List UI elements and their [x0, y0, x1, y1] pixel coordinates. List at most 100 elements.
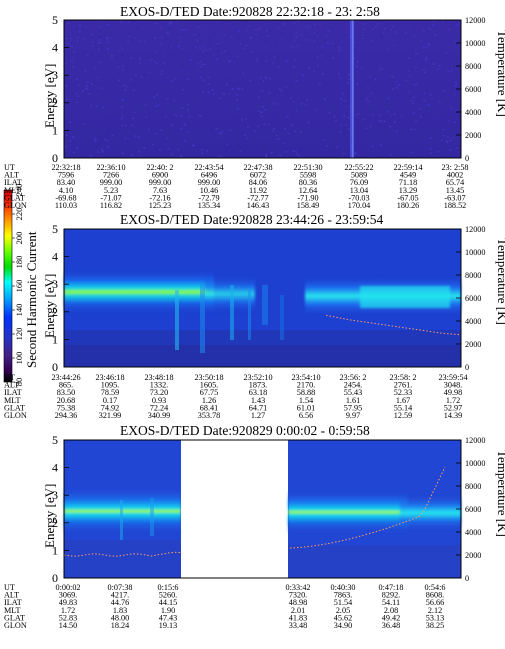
- orbit-row-label: ILAT: [4, 178, 22, 187]
- colorbar-label: Second Harmonic Current: [24, 231, 39, 368]
- orbit-value: 55.14: [394, 403, 412, 412]
- orbit-value: 1.72: [61, 606, 75, 615]
- noise-pixel: [374, 78, 377, 80]
- noise-pixel: [356, 68, 359, 70]
- noise-pixel: [255, 141, 258, 144]
- noise-pixel: [451, 137, 454, 139]
- noise-pixel: [155, 94, 158, 96]
- noise-pixel: [315, 109, 318, 111]
- noise-pixel: [198, 34, 201, 36]
- noise-pixel: [226, 143, 228, 145]
- noise-pixel: [186, 109, 189, 111]
- orbit-value: 1.26: [202, 396, 216, 405]
- noise-pixel: [415, 120, 417, 122]
- noise-pixel: [132, 89, 135, 91]
- noise-pixel: [280, 90, 283, 92]
- orbit-value: 83.50: [57, 388, 75, 397]
- noise-pixel: [429, 152, 432, 154]
- colorbar-tick-label: 120: [14, 328, 24, 341]
- noise-pixel: [455, 109, 458, 112]
- noise-pixel: [169, 21, 172, 23]
- energy-tick-label: 0: [52, 571, 58, 585]
- orbit-row-label: MLT: [4, 396, 21, 405]
- noise-pixel: [392, 25, 395, 28]
- noise-pixel: [262, 80, 265, 82]
- noise-pixel: [264, 77, 267, 79]
- noise-pixel: [185, 29, 188, 31]
- temp-tick-label: 8000: [465, 482, 481, 491]
- noise-pixel: [302, 134, 305, 136]
- orbit-value: 75.38: [57, 403, 75, 412]
- noise-pixel: [168, 23, 171, 25]
- orbit-value: 340.99: [148, 411, 171, 420]
- noise-pixel: [438, 127, 441, 129]
- orbit-value: 0:33:42: [285, 583, 310, 592]
- noise-pixel: [370, 92, 373, 95]
- noise-pixel: [388, 53, 390, 55]
- noise-pixel: [180, 115, 183, 117]
- noise-pixel: [430, 137, 433, 139]
- noise-pixel: [160, 80, 163, 82]
- noise-pixel: [294, 150, 297, 153]
- noise-pixel: [186, 78, 189, 80]
- noise-pixel: [297, 20, 300, 22]
- noise-pixel: [245, 137, 248, 140]
- noise-pixel: [180, 127, 183, 130]
- noise-pixel: [265, 76, 268, 78]
- noise-pixel: [83, 147, 86, 150]
- noise-pixel: [151, 55, 154, 58]
- noise-pixel: [414, 43, 417, 45]
- noise-pixel: [372, 66, 375, 69]
- noise-pixel: [131, 154, 134, 156]
- temp-tick-label: 4000: [465, 317, 481, 326]
- noise-pixel: [353, 78, 356, 81]
- noise-pixel: [108, 88, 111, 90]
- noise-pixel: [96, 144, 99, 146]
- noise-pixel: [324, 35, 327, 37]
- noise-pixel: [154, 22, 157, 25]
- noise-pixel: [358, 113, 361, 115]
- noise-pixel: [265, 60, 268, 62]
- noise-pixel: [449, 139, 452, 142]
- noise-pixel: [160, 26, 163, 29]
- noise-pixel: [221, 131, 224, 133]
- noise-pixel: [308, 67, 311, 69]
- noise-pixel: [446, 136, 449, 138]
- orbit-row-label: GLON: [4, 201, 27, 210]
- noise-pixel: [340, 98, 343, 100]
- noise-pixel: [125, 85, 128, 88]
- orbit-value: 6.56: [299, 411, 313, 420]
- noise-pixel: [244, 134, 247, 136]
- noise-pixel: [256, 58, 259, 60]
- noise-pixel: [411, 151, 414, 154]
- noise-pixel: [156, 62, 159, 65]
- orbit-value: 22:43:54: [194, 163, 223, 172]
- noise-pixel: [255, 34, 258, 36]
- orbit-value: 36.48: [382, 621, 400, 630]
- orbit-value: 19.13: [159, 621, 177, 630]
- noise-pixel: [362, 34, 364, 36]
- temp-tick-label: 0: [465, 154, 469, 163]
- noise-pixel: [71, 136, 74, 138]
- noise-pixel: [261, 143, 263, 145]
- panel-3-y2label: Temperature [K]: [495, 450, 505, 537]
- noise-pixel: [117, 50, 120, 52]
- noise-pixel: [413, 112, 416, 114]
- noise-pixel: [313, 32, 315, 34]
- noise-pixel: [74, 28, 77, 30]
- noise-pixel: [340, 124, 343, 126]
- noise-pixel: [82, 90, 84, 92]
- noise-pixel: [443, 90, 445, 92]
- noise-pixel: [429, 93, 432, 96]
- noise-pixel: [320, 55, 323, 57]
- noise-pixel: [390, 29, 393, 31]
- noise-pixel: [224, 78, 227, 80]
- noise-pixel: [285, 150, 288, 153]
- orbit-value: 53.13: [426, 613, 444, 622]
- orbit-value: 52.33: [394, 388, 412, 397]
- noise-pixel: [97, 151, 99, 153]
- orbit-value: 999.00: [100, 178, 123, 187]
- noise-pixel: [380, 120, 383, 123]
- orbit-value: 180.26: [397, 201, 420, 210]
